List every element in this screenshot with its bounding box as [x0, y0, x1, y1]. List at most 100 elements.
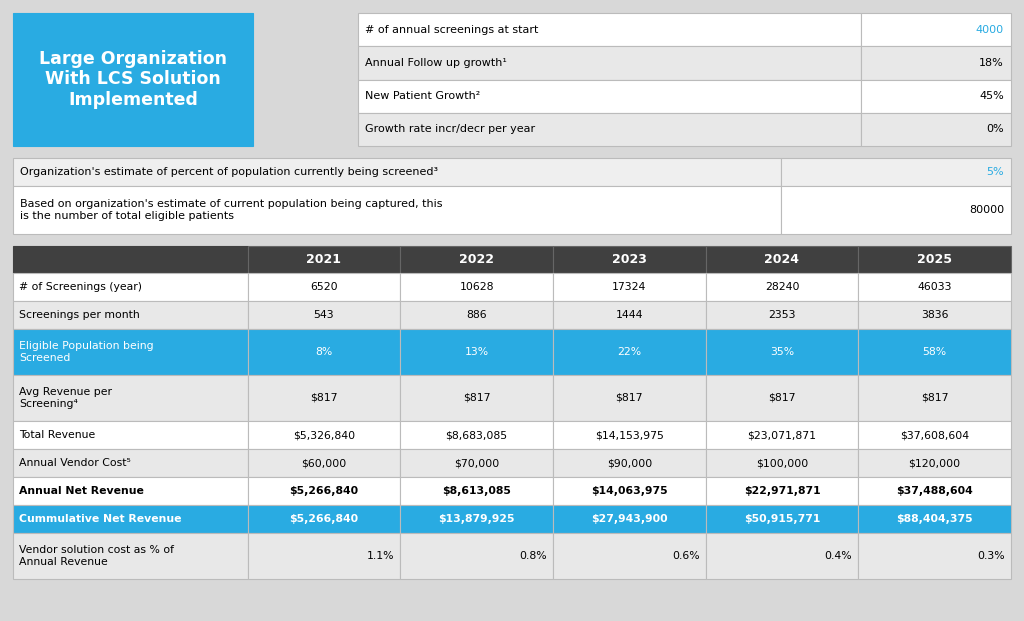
- Bar: [858, 375, 1011, 421]
- Bar: [553, 375, 706, 421]
- Text: 2021: 2021: [306, 253, 341, 266]
- Bar: [13, 449, 248, 477]
- Text: 2353: 2353: [768, 310, 796, 320]
- Text: 0.8%: 0.8%: [519, 551, 547, 561]
- Text: 18%: 18%: [979, 58, 1004, 68]
- Bar: [13, 186, 781, 234]
- Bar: [358, 13, 861, 46]
- Bar: [553, 449, 706, 477]
- Bar: [553, 533, 706, 579]
- Text: 1.1%: 1.1%: [367, 551, 394, 561]
- Text: 8%: 8%: [315, 347, 333, 357]
- Text: 58%: 58%: [923, 347, 947, 357]
- Text: $70,000: $70,000: [454, 458, 499, 468]
- Bar: [706, 505, 858, 533]
- Text: 1444: 1444: [615, 310, 643, 320]
- Bar: [13, 301, 248, 329]
- Text: $14,063,975: $14,063,975: [591, 486, 668, 496]
- Bar: [858, 449, 1011, 477]
- Text: $5,266,840: $5,266,840: [290, 486, 358, 496]
- Text: # of Screenings (year): # of Screenings (year): [19, 282, 142, 292]
- Bar: [553, 329, 706, 375]
- Bar: [400, 246, 553, 273]
- Text: 28240: 28240: [765, 282, 799, 292]
- Bar: [400, 505, 553, 533]
- Bar: [781, 158, 1011, 186]
- Bar: [858, 246, 1011, 273]
- Bar: [400, 329, 553, 375]
- Bar: [858, 301, 1011, 329]
- Text: $88,404,375: $88,404,375: [896, 514, 973, 524]
- Text: $60,000: $60,000: [301, 458, 346, 468]
- Text: $14,153,975: $14,153,975: [595, 430, 664, 440]
- Text: $37,488,604: $37,488,604: [896, 486, 973, 496]
- Bar: [13, 158, 781, 186]
- Text: $27,943,900: $27,943,900: [591, 514, 668, 524]
- Bar: [706, 449, 858, 477]
- Bar: [13, 375, 248, 421]
- Bar: [861, 113, 1011, 146]
- Text: $13,879,925: $13,879,925: [438, 514, 515, 524]
- Text: # of annual screenings at start: # of annual screenings at start: [365, 25, 539, 35]
- Text: $8,613,085: $8,613,085: [442, 486, 511, 496]
- Text: 0.6%: 0.6%: [672, 551, 699, 561]
- Bar: [400, 301, 553, 329]
- Text: New Patient Growth²: New Patient Growth²: [365, 91, 480, 101]
- Bar: [248, 533, 400, 579]
- Bar: [400, 375, 553, 421]
- Text: $90,000: $90,000: [606, 458, 652, 468]
- Bar: [706, 301, 858, 329]
- Text: Based on organization's estimate of current population being captured, this
is t: Based on organization's estimate of curr…: [20, 199, 442, 221]
- Bar: [858, 533, 1011, 579]
- Bar: [400, 477, 553, 505]
- Text: 10628: 10628: [460, 282, 494, 292]
- Text: 46033: 46033: [918, 282, 952, 292]
- Text: $817: $817: [310, 393, 338, 403]
- Bar: [400, 449, 553, 477]
- Bar: [13, 421, 248, 449]
- Text: Screenings per month: Screenings per month: [19, 310, 139, 320]
- Bar: [553, 246, 706, 273]
- Bar: [858, 477, 1011, 505]
- Text: 886: 886: [466, 310, 486, 320]
- Text: 2025: 2025: [918, 253, 952, 266]
- Text: Organization's estimate of percent of population currently being screened³: Organization's estimate of percent of po…: [20, 167, 438, 177]
- Bar: [400, 421, 553, 449]
- Bar: [248, 421, 400, 449]
- Bar: [248, 301, 400, 329]
- Text: $50,915,771: $50,915,771: [743, 514, 820, 524]
- Text: $5,326,840: $5,326,840: [293, 430, 355, 440]
- Bar: [553, 301, 706, 329]
- Text: 0.4%: 0.4%: [824, 551, 852, 561]
- Bar: [553, 273, 706, 301]
- Text: 2022: 2022: [459, 253, 494, 266]
- Bar: [858, 505, 1011, 533]
- Text: $23,071,871: $23,071,871: [748, 430, 816, 440]
- Text: 3836: 3836: [921, 310, 948, 320]
- Bar: [706, 477, 858, 505]
- Bar: [858, 329, 1011, 375]
- Bar: [706, 421, 858, 449]
- Text: Annual Follow up growth¹: Annual Follow up growth¹: [365, 58, 507, 68]
- Text: 0%: 0%: [986, 124, 1004, 134]
- Bar: [358, 79, 861, 113]
- Text: $5,266,840: $5,266,840: [290, 514, 358, 524]
- Bar: [861, 46, 1011, 79]
- Bar: [706, 329, 858, 375]
- Text: 2024: 2024: [765, 253, 800, 266]
- Text: 6520: 6520: [310, 282, 338, 292]
- Bar: [553, 477, 706, 505]
- Bar: [706, 533, 858, 579]
- Text: $120,000: $120,000: [908, 458, 961, 468]
- Bar: [248, 477, 400, 505]
- Text: Total Revenue: Total Revenue: [19, 430, 95, 440]
- Text: $817: $817: [768, 393, 796, 403]
- Bar: [706, 246, 858, 273]
- Bar: [358, 46, 861, 79]
- Text: Vendor solution cost as % of
Annual Revenue: Vendor solution cost as % of Annual Reve…: [19, 545, 174, 567]
- Text: $817: $817: [615, 393, 643, 403]
- Bar: [553, 421, 706, 449]
- Text: 543: 543: [313, 310, 334, 320]
- Bar: [400, 273, 553, 301]
- Text: Annual Vendor Cost⁵: Annual Vendor Cost⁵: [19, 458, 131, 468]
